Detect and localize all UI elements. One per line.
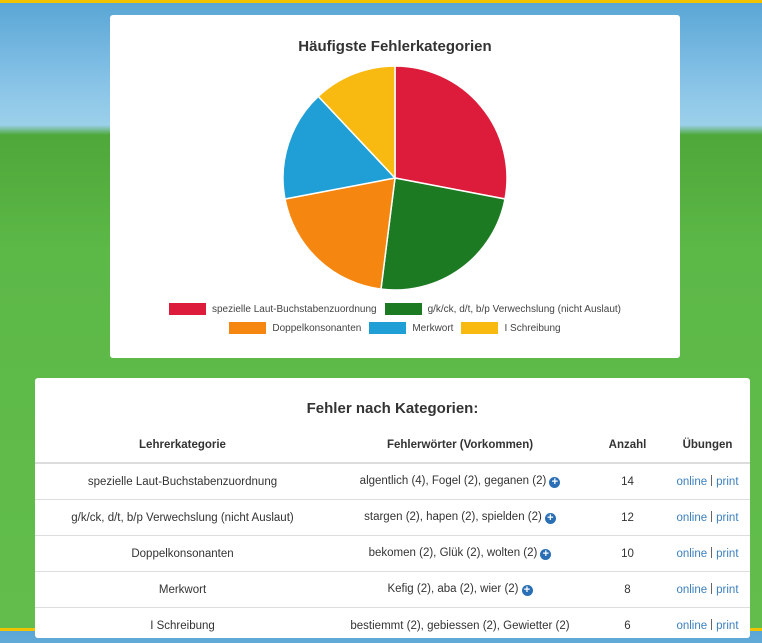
exercise-cell: online print — [665, 500, 750, 536]
page: Häufigste Fehlerkategorien spezielle Lau… — [0, 0, 762, 628]
category-cell: I Schreibung — [35, 608, 330, 643]
pie-slice — [395, 66, 507, 199]
exercise-cell: online print — [665, 463, 750, 500]
exercise-link[interactable]: online — [676, 476, 707, 488]
legend: spezielle Laut-Buchstabenzuordnung g/k/ck… — [135, 303, 655, 334]
count-cell: 10 — [590, 536, 665, 572]
legend-item: spezielle Laut-Buchstabenzuordnung — [169, 303, 377, 315]
count-cell: 8 — [590, 572, 665, 608]
exercise-cell: online print — [665, 608, 750, 643]
exercise-link[interactable]: online — [676, 620, 707, 632]
legend-label: I Schreibung — [504, 323, 560, 334]
exercise-link[interactable]: print — [716, 476, 738, 488]
words-cell: algentlich (4), Fogel (2), geganen (2)+ — [330, 463, 590, 500]
words-cell: bestiemmt (2), gebiessen (2), Gewietter … — [330, 608, 590, 643]
pie-slice — [381, 178, 505, 290]
words-cell: stargen (2), hapen (2), spielden (2)+ — [330, 500, 590, 536]
exercise-cell: online print — [665, 572, 750, 608]
column-header: Anzahl — [590, 428, 665, 463]
chart-card: Häufigste Fehlerkategorien spezielle Lau… — [110, 15, 680, 358]
exercise-link[interactable]: print — [716, 620, 738, 632]
expand-button[interactable]: + — [549, 477, 560, 488]
count-cell: 14 — [590, 463, 665, 500]
error-words: algentlich (4), Fogel (2), geganen (2) — [360, 475, 547, 487]
category-cell: Merkwort — [35, 572, 330, 608]
words-cell: bekomen (2), Glük (2), wolten (2)+ — [330, 536, 590, 572]
legend-label: g/k/ck, d/t, b/p Verwechslung (nicht Aus… — [428, 304, 621, 315]
legend-swatch — [461, 322, 498, 334]
error-words: bekomen (2), Glük (2), wolten (2) — [369, 547, 538, 559]
words-cell: Kefig (2), aba (2), wier (2) + — [330, 572, 590, 608]
legend-swatch — [369, 322, 406, 334]
chart: Häufigste Fehlerkategorien — [110, 15, 680, 305]
count-cell: 6 — [590, 608, 665, 643]
separator — [711, 511, 712, 522]
legend-swatch — [385, 303, 422, 315]
legend-swatch — [169, 303, 206, 315]
expand-button[interactable]: + — [540, 549, 551, 560]
exercise-link[interactable]: online — [676, 512, 707, 524]
exercise-link[interactable]: print — [716, 512, 738, 524]
column-header: Fehlerwörter (Vorkommen) — [330, 428, 590, 463]
expand-button[interactable]: + — [545, 513, 556, 524]
exercise-link[interactable]: print — [716, 548, 738, 560]
separator — [711, 547, 712, 558]
legend-item: Doppelkonsonanten — [229, 322, 361, 334]
error-words: stargen (2), hapen (2), spielden (2) — [364, 511, 542, 523]
chart-title: Häufigste Fehlerkategorien — [298, 38, 491, 55]
legend-item: I Schreibung — [461, 322, 560, 334]
exercise-link[interactable]: online — [676, 584, 707, 596]
exercise-link[interactable]: online — [676, 548, 707, 560]
expand-button[interactable]: + — [522, 585, 533, 596]
legend-swatch — [229, 322, 266, 334]
exercise-cell: online print — [665, 536, 750, 572]
count-cell: 12 — [590, 500, 665, 536]
table-row: g/k/ck, d/t, b/p Verwechslung (nicht Aus… — [35, 500, 750, 536]
legend-label: Merkwort — [412, 323, 453, 334]
separator — [711, 475, 712, 486]
category-cell: spezielle Laut-Buchstabenzuordnung — [35, 463, 330, 500]
separator — [711, 619, 712, 630]
table-row: I Schreibung bestiemmt (2), gebiessen (2)… — [35, 608, 750, 643]
column-header: Lehrerkategorie — [35, 428, 330, 463]
legend-label: Doppelkonsonanten — [272, 323, 361, 334]
error-words: Kefig (2), aba (2), wier (2) — [387, 583, 518, 595]
exercise-link[interactable]: print — [716, 584, 738, 596]
legend-item: Merkwort — [369, 322, 453, 334]
column-header: Übungen — [665, 428, 750, 463]
error-words: bestiemmt (2), gebiessen (2), Gewietter … — [350, 620, 569, 632]
legend-item: g/k/ck, d/t, b/p Verwechslung (nicht Aus… — [385, 303, 621, 315]
category-cell: g/k/ck, d/t, b/p Verwechslung (nicht Aus… — [35, 500, 330, 536]
category-cell: Doppelkonsonanten — [35, 536, 330, 572]
separator — [711, 583, 712, 594]
table-title: Fehler nach Kategorien: — [35, 400, 750, 417]
legend-label: spezielle Laut-Buchstabenzuordnung — [212, 304, 377, 315]
